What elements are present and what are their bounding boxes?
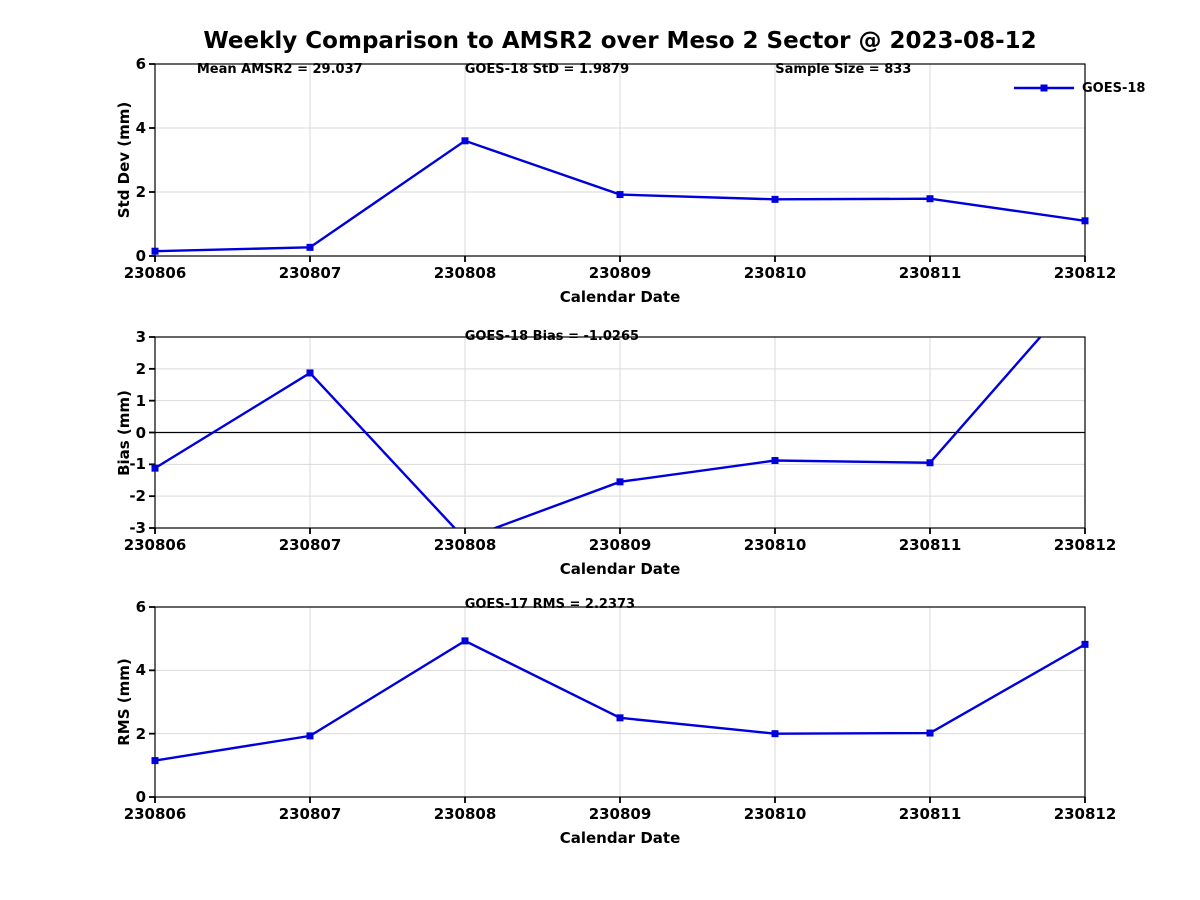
x-tick-label: 230810 <box>743 536 807 554</box>
y-tick-label: -2 <box>129 487 146 506</box>
x-axis-label-calendar-date: Calendar Date <box>559 560 681 578</box>
plot-area-std-dev <box>149 63 1089 262</box>
legend: GOES-18 <box>1013 80 1145 96</box>
x-tick-label: 230811 <box>898 536 962 554</box>
stat-annotation-sample-size: Sample Size = 833 <box>775 62 912 77</box>
x-tick-label: 230806 <box>123 264 187 282</box>
legend-line-marker-swatch <box>1014 84 1074 92</box>
x-tick-label: 230806 <box>123 536 187 554</box>
x-tick-label: 230810 <box>743 264 807 282</box>
x-tick-label: 230806 <box>123 805 187 823</box>
y-tick-label: -3 <box>129 519 146 537</box>
y-tick-label: 0 <box>135 423 146 442</box>
y-tick-label: 2 <box>135 359 146 378</box>
y-axis-label-rms: RMS (mm) <box>115 658 133 746</box>
stat-annotation-goes17-rms: GOES-17 RMS = 2.2373 <box>464 597 636 612</box>
x-tick-label: 230809 <box>588 264 652 282</box>
y-tick-label: 0 <box>135 247 146 265</box>
plot-area-rms <box>149 606 1089 803</box>
data-point-markers <box>151 369 934 486</box>
x-tick-label: 230812 <box>1053 536 1117 554</box>
y-tick-label: 1 <box>135 391 146 410</box>
y-tick-label: 2 <box>135 183 146 201</box>
data-point-markers <box>151 137 1089 255</box>
stat-annotation-mean-amsr2: Mean AMSR2 = 29.037 <box>196 62 363 77</box>
x-tick-label: 230807 <box>278 536 342 554</box>
y-tick-label: 2 <box>135 724 146 743</box>
y-tick-label: 4 <box>135 661 146 680</box>
x-tick-label: 230811 <box>898 264 962 282</box>
y-tick-label: 6 <box>135 598 146 616</box>
x-tick-label: 230809 <box>588 805 652 823</box>
x-axis-label-calendar-date: Calendar Date <box>559 829 681 847</box>
figure-title: Weekly Comparison to AMSR2 over Meso 2 S… <box>203 28 1037 54</box>
stat-annotation-goes18-std: GOES-18 StD = 1.9879 <box>464 62 630 77</box>
y-tick-label: 6 <box>135 55 146 73</box>
y-tick-label: 3 <box>135 328 146 346</box>
x-tick-label: 230810 <box>743 805 807 823</box>
y-tick-label: 0 <box>135 788 146 806</box>
x-tick-label: 230807 <box>278 805 342 823</box>
plot-area-bias <box>149 336 1086 534</box>
y-tick-label: -1 <box>129 455 146 474</box>
data-point-markers <box>151 637 1089 765</box>
y-tick-label: 4 <box>135 119 146 137</box>
x-tick-label: 230812 <box>1053 805 1117 823</box>
legend-label: GOES-18 <box>1082 80 1146 96</box>
x-tick-label: 230809 <box>588 536 652 554</box>
y-axis-label-std-dev: Std Dev (mm) <box>115 101 133 219</box>
x-tick-label: 230811 <box>898 805 962 823</box>
x-tick-label: 230808 <box>433 264 497 282</box>
x-tick-label: 230808 <box>433 536 497 554</box>
x-axis-label-calendar-date: Calendar Date <box>559 288 681 306</box>
x-tick-label: 230807 <box>278 264 342 282</box>
x-tick-label: 230808 <box>433 805 497 823</box>
x-tick-label: 230812 <box>1053 264 1117 282</box>
